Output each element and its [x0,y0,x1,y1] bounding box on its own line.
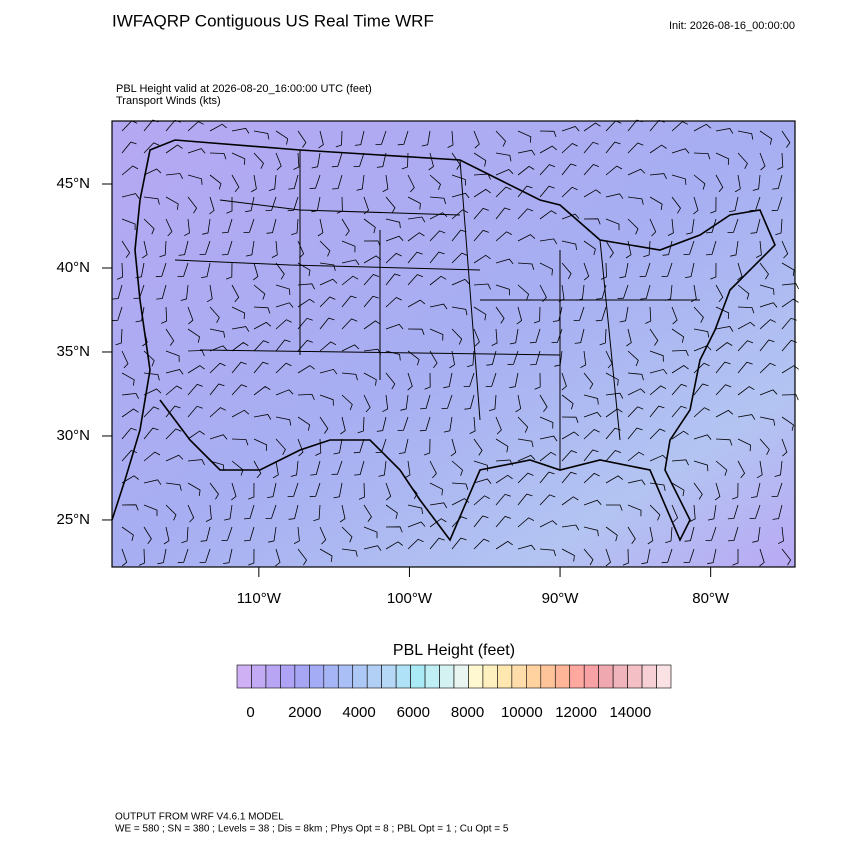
colorbar-tick-label: 6000 [397,704,430,721]
colorbar-tick-label: 12000 [555,704,597,721]
y-tick-label: 30°N [56,427,90,444]
y-tick-label: 35°N [56,343,90,360]
colorbar-box [337,664,354,689]
colorbar-box [482,664,498,689]
colorbar-box [598,664,614,689]
subtitle: PBL Height valid at 2026-08-20_16:00:00 … [116,83,372,95]
y-tick-label: 40°N [56,259,90,276]
subtitle: Transport Winds (kts) [116,95,221,107]
colorbar-box [381,664,397,689]
footer: OUTPUT FROM WRF V4.6.1 MODEL [115,812,284,823]
y-tick-label: 45°N [56,175,90,192]
colorbar-box [294,664,310,689]
map-field [112,121,795,567]
colorbar-box [612,664,628,689]
colorbar-box [352,664,368,689]
colorbar-box [497,664,513,689]
colorbar-box [280,664,296,689]
colorbar-box [583,664,599,689]
colorbar-tick-label: 10000 [501,704,543,721]
colorbar-box [554,664,571,689]
footer: WE = 580 ; SN = 380 ; Levels = 38 ; Dis … [115,824,509,835]
colorbar-box [468,664,484,689]
coastline [111,139,776,542]
colorbar-box [526,664,542,689]
colorbar-box [265,664,281,689]
colorbar-box [424,664,440,689]
colorbar-tick-label: 4000 [342,704,375,721]
x-tick-label: 90°W [542,590,580,607]
colorbar-box [410,664,426,689]
colorbar-title: PBL Height (feet) [393,642,515,659]
map [111,119,799,568]
colorbar-box [627,664,643,689]
colorbar-box [569,664,585,689]
x-tick-label: 110°W [237,590,282,607]
x-tick-label: 80°W [692,590,730,607]
colorbar-box [323,664,339,689]
x-tick-label: 100°W [387,590,433,607]
colorbar-box [511,664,527,689]
colorbar-box [439,664,455,689]
colorbar-box [236,664,252,689]
colorbar-tick-label: 0 [246,704,254,721]
title: IWFAQRP Contiguous US Real Time WRF [112,11,434,30]
colorbar-tick-label: 14000 [609,704,651,721]
colorbar-box [641,664,657,689]
init-time: Init: 2026-08-16_00:00:00 [669,20,795,32]
colorbar-tick-label: 2000 [288,704,321,721]
colorbar-box [656,664,672,689]
colorbar-box [309,664,325,689]
colorbar-box [453,664,469,689]
colorbar-tick-label: 8000 [451,704,484,721]
colorbar-box [540,664,556,689]
colorbar-box [251,664,267,689]
map-frame [111,120,796,568]
colorbar-box [395,664,411,689]
colorbar-box [366,664,382,689]
colorbar: 0 2000 4000 6000 8000 10000 12000 14000 [236,664,672,721]
y-tick-label: 25°N [56,511,90,528]
